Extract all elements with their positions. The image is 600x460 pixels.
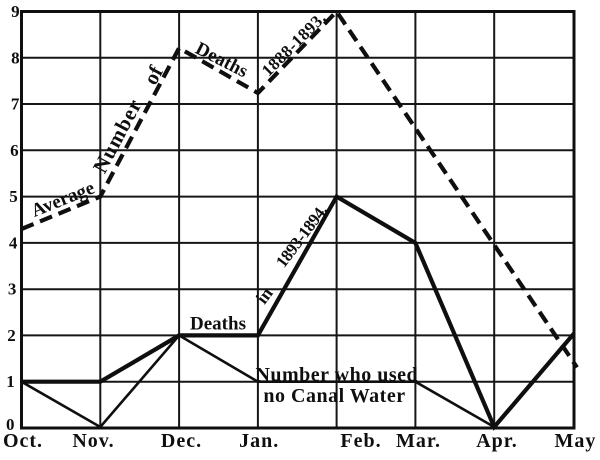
svg-text:Feb.: Feb. <box>340 430 381 452</box>
svg-text:9: 9 <box>11 2 20 21</box>
svg-text:Deaths: Deaths <box>190 314 246 335</box>
svg-text:6: 6 <box>10 141 19 160</box>
svg-text:Number who used: Number who used <box>255 364 418 386</box>
svg-text:Oct.: Oct. <box>3 430 43 452</box>
svg-text:Mar.: Mar. <box>396 430 441 452</box>
svg-text:May: May <box>555 430 597 452</box>
svg-text:no Canal Water: no Canal Water <box>263 385 405 407</box>
svg-text:Jan.: Jan. <box>239 430 279 452</box>
svg-text:0: 0 <box>6 415 15 434</box>
svg-text:5: 5 <box>9 187 18 206</box>
svg-text:3: 3 <box>8 280 17 299</box>
svg-text:4: 4 <box>9 233 18 252</box>
svg-text:7: 7 <box>11 95 20 114</box>
svg-text:Dec.: Dec. <box>161 430 202 452</box>
svg-text:Apr.: Apr. <box>476 430 518 452</box>
svg-text:2: 2 <box>7 326 16 345</box>
svg-text:1: 1 <box>6 372 15 391</box>
svg-text:Nov.: Nov. <box>72 430 114 452</box>
svg-text:8: 8 <box>11 48 20 67</box>
